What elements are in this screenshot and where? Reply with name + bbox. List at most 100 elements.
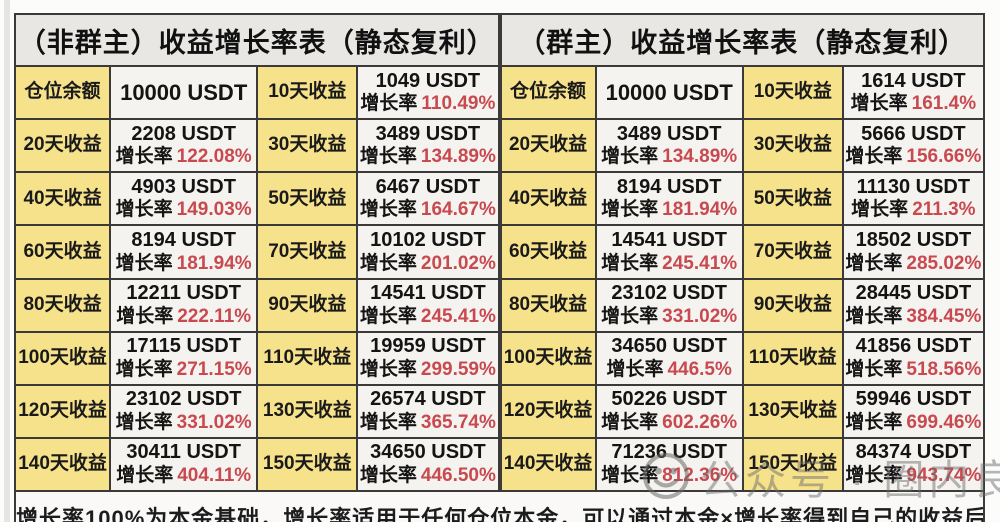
period-label-cell: 140天收益 [16, 438, 110, 490]
growth-rate-percent: 446.5% [667, 358, 732, 380]
table-grid-group-owner: 仓位余额 10000 USDT 10天收益 1614 USDT 增长率 161.4% 20天… [501, 67, 983, 490]
amount-text: 5666 USDT [861, 122, 966, 145]
growth-rate-prefix: 增长率 [601, 199, 659, 221]
amount-text: 34650 USDT [370, 441, 486, 464]
period-label-cell: 110天收益 [743, 332, 842, 384]
growth-rate-percent: 122.08% [176, 146, 252, 168]
period-label-cell: 80天收益 [501, 279, 595, 331]
amount-text: 11130 USDT [856, 175, 971, 198]
value-cell: 26574 USDT 增长率 365.74% [358, 385, 498, 437]
value-cell: 71236 USDT 增长率 812.36% [596, 438, 742, 490]
table-grid-non-group-owner: 仓位余额 10000 USDT 10天收益 1049 USDT 增长率 110.49% 20… [16, 67, 498, 490]
amount-text: 18502 USDT [855, 228, 972, 251]
growth-rate-line: 增长率 271.15% [116, 359, 252, 381]
amount-text: 10102 USDT [370, 228, 486, 251]
amount-text: 10000 USDT [120, 79, 248, 105]
amount-text: 59946 USDT [855, 388, 972, 411]
amount-text: 14541 USDT [370, 282, 486, 305]
growth-rate-prefix: 增长率 [115, 411, 173, 433]
growth-rate-line: 增长率 446.50% [360, 465, 496, 487]
value-cell: 10102 USDT 增长率 201.02% [358, 226, 498, 278]
growth-rate-percent: 518.56% [906, 358, 982, 380]
amount-text: 84374 USDT [855, 441, 972, 464]
growth-rate-prefix: 增长率 [360, 93, 418, 115]
growth-rate-line: 增长率 331.02% [601, 306, 737, 328]
period-label-cell: 70天收益 [743, 226, 842, 278]
growth-rate-line: 增长率 181.94% [601, 199, 737, 221]
period-label-cell: 20天收益 [16, 120, 110, 172]
amount-text: 3489 USDT [616, 122, 722, 145]
period-label-cell: 50天收益 [258, 173, 357, 225]
growth-rate-line: 增长率 365.74% [360, 412, 496, 434]
growth-rate-prefix: 增长率 [845, 305, 903, 327]
growth-rate-percent: 181.94% [176, 252, 252, 274]
value-cell: 17115 USDT 增长率 271.15% [111, 332, 257, 384]
growth-rate-percent: 134.89% [420, 146, 496, 168]
amount-text: 23102 USDT [611, 282, 727, 305]
growth-rate-percent: 149.03% [176, 199, 252, 221]
value-cell: 4903 USDT 增长率 149.03% [111, 173, 257, 225]
value-cell: 3489 USDT 增长率 134.89% [358, 120, 498, 172]
growth-rate-prefix: 增长率 [601, 305, 659, 327]
amount-text: 8194 USDT [131, 228, 236, 251]
growth-rate-percent: 365.74% [420, 411, 496, 433]
value-cell: 1049 USDT 增长率 110.49% [358, 67, 498, 119]
value-cell: 8194 USDT 增长率 181.94% [596, 173, 742, 225]
growth-rate-line: 增长率 331.02% [116, 412, 252, 434]
growth-rate-prefix: 增长率 [115, 146, 173, 168]
amount-text: 28445 USDT [855, 282, 972, 305]
growth-rate-percent: 245.41% [420, 305, 496, 327]
growth-rate-line: 增长率 211.3% [851, 199, 975, 221]
tables-container: （非群主）收益增长率表（静态复利） 仓位余额 10000 USDT 10天收益 104… [14, 13, 985, 492]
growth-rate-percent: 331.02% [662, 305, 738, 327]
amount-text: 30411 USDT [126, 441, 241, 464]
table-group-owner: （群主）收益增长率表（静态复利） 仓位余额 10000 USDT 10天收益 1614… [501, 15, 983, 490]
period-label-cell: 130天收益 [258, 385, 357, 437]
growth-rate-prefix: 增长率 [359, 411, 417, 433]
table-title-non-group-owner: （非群主）收益增长率表（静态复利） [16, 15, 498, 65]
growth-rate-percent: 602.26% [662, 411, 738, 433]
growth-rate-prefix: 增长率 [359, 199, 417, 221]
growth-rate-percent: 271.15% [176, 358, 252, 380]
growth-rate-percent: 446.50% [420, 465, 496, 487]
growth-rate-line: 增长率 446.5% [606, 359, 731, 381]
growth-rate-line: 增长率 181.94% [116, 253, 252, 275]
amount-text: 41856 USDT [855, 335, 972, 358]
growth-rate-prefix: 增长率 [845, 358, 903, 380]
value-cell: 2208 USDT 增长率 122.08% [111, 120, 257, 172]
amount-text: 4903 USDT [131, 175, 236, 198]
value-cell: 41856 USDT 增长率 518.56% [843, 332, 983, 384]
period-label-cell: 100天收益 [16, 332, 110, 384]
period-label-cell: 150天收益 [743, 438, 842, 490]
growth-rate-percent: 384.45% [906, 305, 982, 327]
amount-text: 6467 USDT [375, 175, 481, 198]
amount-text: 50226 USDT [611, 388, 727, 411]
amount-text: 34650 USDT [611, 335, 727, 358]
growth-rate-percent: 299.59% [420, 358, 496, 380]
growth-rate-line: 增长率 134.89% [601, 146, 737, 168]
growth-rate-percent: 943.74% [906, 465, 982, 487]
value-cell: 10000 USDT [596, 67, 742, 119]
value-cell: 23102 USDT 增长率 331.02% [596, 279, 742, 331]
period-label-cell: 40天收益 [501, 173, 595, 225]
value-cell: 50226 USDT 增长率 602.26% [596, 385, 742, 437]
growth-rate-prefix: 增长率 [845, 411, 903, 433]
growth-rate-line: 增长率 602.26% [601, 412, 737, 434]
growth-rate-line: 增长率 149.03% [116, 199, 252, 221]
period-label-cell: 150天收益 [258, 438, 357, 490]
growth-rate-prefix: 增长率 [115, 358, 173, 380]
growth-rate-line: 增长率 245.41% [360, 306, 496, 328]
period-label-cell: 10天收益 [258, 67, 357, 119]
amount-text: 1614 USDT [861, 69, 966, 92]
growth-rate-prefix: 增长率 [116, 305, 174, 327]
growth-rate-prefix: 增长率 [359, 146, 417, 168]
period-label-cell: 仓位余额 [16, 67, 110, 119]
value-cell: 14541 USDT 增长率 245.41% [358, 279, 498, 331]
growth-rate-percent: 110.49% [421, 93, 496, 115]
growth-rate-line: 增长率 384.45% [845, 306, 981, 328]
growth-rate-prefix: 增长率 [850, 93, 908, 115]
growth-rate-prefix: 增长率 [115, 252, 173, 274]
growth-rate-prefix: 增长率 [601, 252, 659, 274]
period-label-cell: 130天收益 [743, 385, 842, 437]
growth-rate-percent: 164.67% [420, 199, 496, 221]
